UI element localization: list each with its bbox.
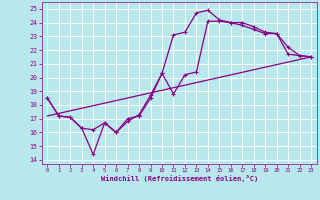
X-axis label: Windchill (Refroidissement éolien,°C): Windchill (Refroidissement éolien,°C): [100, 175, 258, 182]
